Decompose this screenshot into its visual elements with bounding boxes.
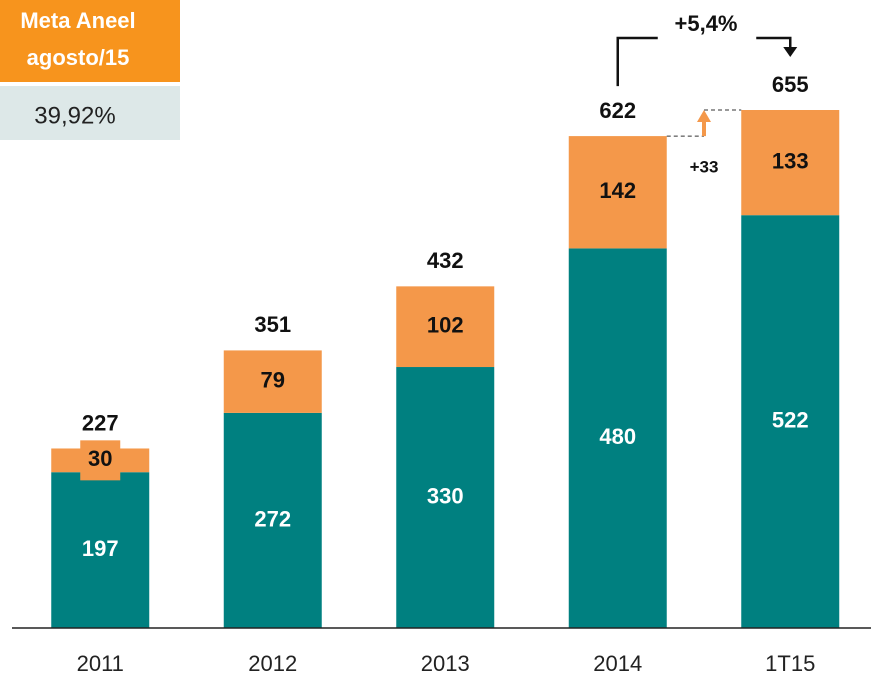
total-label: 227 bbox=[82, 410, 119, 435]
x-tick-label: 2014 bbox=[593, 651, 642, 676]
growth-arrow-head bbox=[783, 47, 798, 57]
x-tick-label: 2013 bbox=[421, 651, 470, 676]
bar-segment bbox=[741, 215, 840, 628]
x-tick-label: 1T15 bbox=[765, 651, 815, 676]
value-label: 142 bbox=[599, 178, 636, 203]
value-label: 133 bbox=[772, 148, 809, 173]
target-box-header bbox=[0, 0, 180, 82]
bar-segment bbox=[568, 136, 667, 249]
value-label: 79 bbox=[261, 367, 285, 392]
total-label: 655 bbox=[772, 72, 809, 97]
growth-label: +5,4% bbox=[675, 11, 738, 36]
bar-segment bbox=[396, 286, 495, 368]
x-tick-label: 2011 bbox=[77, 651, 124, 676]
delta-arrow-head bbox=[697, 110, 711, 122]
value-label: 480 bbox=[599, 424, 636, 449]
target-box-body bbox=[0, 86, 180, 140]
bar-segment bbox=[741, 110, 840, 216]
target-box-title: Meta Aneel bbox=[20, 8, 135, 33]
value-label: 197 bbox=[82, 536, 119, 561]
value-label: 272 bbox=[254, 506, 291, 531]
x-tick-label: 2012 bbox=[248, 651, 297, 676]
bar-segment bbox=[223, 350, 322, 413]
growth-bracket bbox=[616, 36, 658, 87]
total-label: 351 bbox=[254, 312, 291, 337]
total-label: 622 bbox=[599, 98, 636, 123]
target-box-value: 39,92% bbox=[34, 102, 115, 129]
value-label: 330 bbox=[427, 483, 464, 508]
value-label: 102 bbox=[427, 313, 464, 338]
total-label: 432 bbox=[427, 248, 464, 273]
target-box-title: agosto/15 bbox=[27, 45, 130, 70]
bar-segment bbox=[51, 472, 150, 628]
label-background bbox=[80, 440, 121, 481]
value-label: 522 bbox=[772, 407, 809, 432]
bar-segment bbox=[568, 248, 667, 628]
delta-label: +33 bbox=[690, 158, 719, 177]
value-label: 30 bbox=[88, 446, 112, 471]
growth-bracket bbox=[756, 36, 792, 48]
bar-segment bbox=[223, 412, 322, 628]
bar-segment bbox=[396, 367, 495, 628]
